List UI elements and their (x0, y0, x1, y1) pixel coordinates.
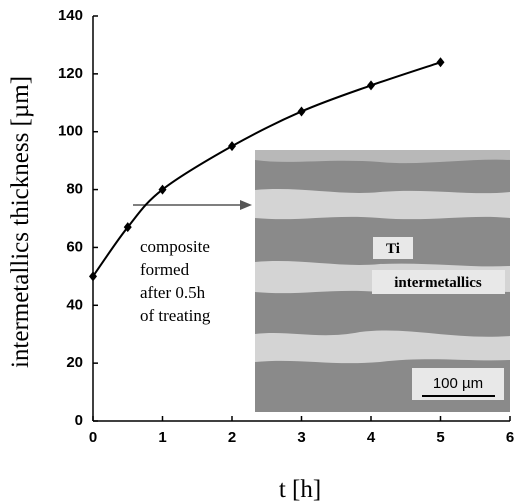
inset-label: intermetallics (394, 275, 482, 291)
x-tick-label: 5 (436, 429, 444, 446)
data-point (297, 106, 306, 117)
x-tick-label: 6 (506, 429, 514, 446)
data-point (89, 271, 97, 282)
label-box (412, 368, 504, 400)
label-box (372, 270, 505, 294)
data-point (436, 57, 445, 68)
y-tick-label: 40 (66, 296, 83, 313)
annotation: formed (140, 260, 190, 279)
y-tick-label: 0 (75, 412, 83, 429)
x-tick-label: 0 (89, 429, 97, 446)
annotation: composite (140, 237, 210, 256)
data-point (123, 222, 132, 233)
annotation: after 0.5h (140, 283, 206, 302)
inset-label: Ti (386, 241, 400, 257)
x-tick-label: 4 (367, 429, 376, 446)
x-tick-label: 1 (158, 429, 166, 446)
arrow-head (240, 200, 252, 210)
y-tick-label: 80 (66, 181, 83, 198)
y-tick-label: 60 (66, 238, 83, 255)
x-axis-label: t [h] (279, 476, 321, 503)
y-tick-label: 100 (58, 123, 83, 140)
data-point (158, 184, 167, 195)
inset-band (255, 150, 510, 164)
y-tick-label: 120 (58, 65, 83, 82)
label-box (373, 237, 413, 259)
data-point (367, 80, 375, 91)
inset-band (255, 330, 510, 364)
y-axis-label: intermetallics thickness [µm] (7, 76, 34, 368)
x-tick-label: 2 (228, 429, 236, 446)
y-tick-label: 140 (58, 7, 83, 24)
scale-bar-label: 100 µm (433, 375, 483, 392)
x-tick-label: 3 (297, 429, 305, 446)
annotation: of treating (140, 306, 211, 325)
y-tick-label: 20 (66, 354, 83, 371)
data-point (228, 141, 236, 152)
inset-band (255, 189, 510, 220)
inset-micrograph: Ti intermetallics 100 µm (255, 150, 510, 412)
